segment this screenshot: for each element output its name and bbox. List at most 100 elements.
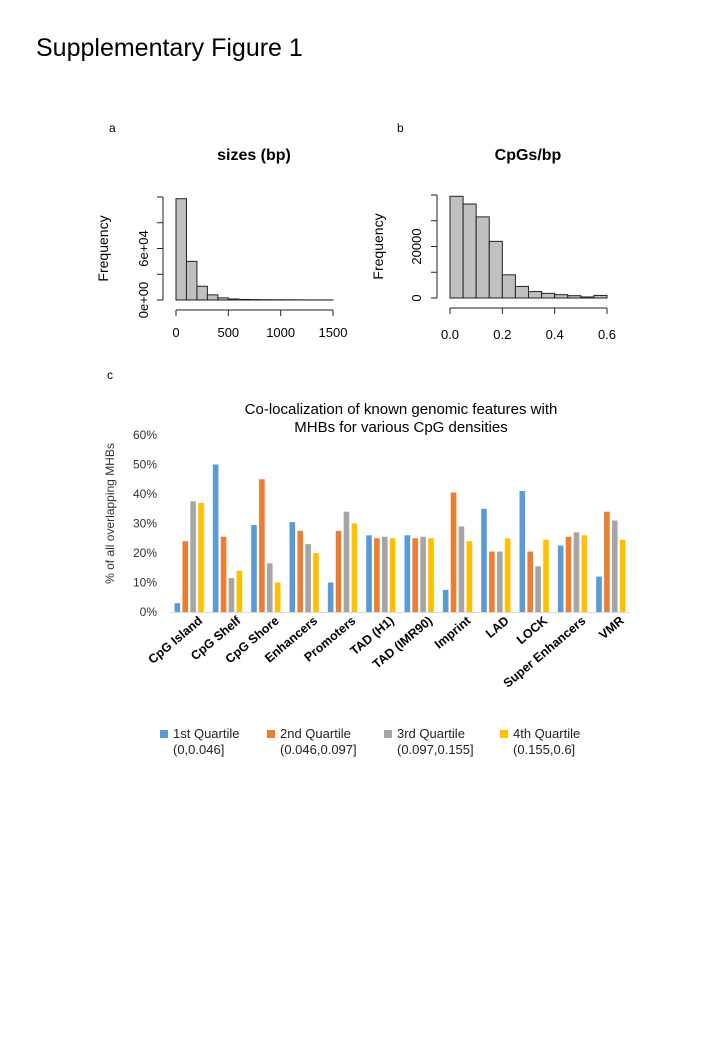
chart-c-bar <box>266 563 273 612</box>
chart-c-bar <box>236 570 243 612</box>
chart-a-title: sizes (bp) <box>217 147 291 164</box>
chart-c-bar <box>619 539 626 612</box>
chart-c-bar <box>182 541 189 612</box>
chart-c-bar <box>251 524 257 612</box>
legend-series-range: (0.097,0.155] <box>397 742 474 757</box>
chart-b-y-label: Frequency <box>370 213 386 279</box>
chart-b-title: CpGs/bp <box>495 147 562 164</box>
chart-b-bar <box>501 274 516 299</box>
chart-c-y-tick-label: 0% <box>140 605 158 619</box>
chart-b-bar <box>488 240 503 299</box>
chart-c-bar <box>450 492 457 612</box>
chart-a-bar <box>217 297 229 301</box>
legend-swatch <box>384 730 392 738</box>
chart-a-y-tick-label: 6e+04 <box>136 230 151 267</box>
chart-c-bar <box>389 538 396 612</box>
chart-b-x-tick-label: 0.6 <box>598 327 616 342</box>
chart-c-title-line: Co-localization of known genomic feature… <box>245 401 558 418</box>
chart-c-y-tick-label: 40% <box>133 487 157 501</box>
chart-a-bar <box>238 298 250 301</box>
chart-c-bar <box>313 553 319 612</box>
chart-b-x-tick-label: 0.2 <box>493 327 511 342</box>
chart-b-bar <box>580 296 595 299</box>
chart-c-bar <box>481 508 487 612</box>
chart-c-bar <box>327 582 334 612</box>
chart-c-bar <box>611 520 618 612</box>
chart-c-bar <box>366 535 372 612</box>
chart-c-bar <box>565 536 572 612</box>
chart-c-bar <box>212 464 219 612</box>
chart-c-bar <box>543 539 549 612</box>
chart-a-bar <box>196 285 208 301</box>
chart-a-bar <box>175 198 187 301</box>
legend-swatch <box>267 730 275 738</box>
chart-a-y-label: Frequency <box>95 215 111 281</box>
chart-b-bar <box>449 195 464 299</box>
chart-c-bar <box>381 536 388 612</box>
chart-b-bar <box>541 292 556 299</box>
chart-a-bar <box>206 294 219 301</box>
chart-c-bar <box>220 536 227 612</box>
legend-series-range: (0.046,0.097] <box>280 742 357 757</box>
chart-c-bar <box>604 511 610 612</box>
chart-c-y-tick-label: 60% <box>133 428 157 442</box>
chart-c-y-tick-label: 30% <box>133 517 157 531</box>
chart-c-bar <box>527 551 534 612</box>
chart-c-bar <box>228 578 235 612</box>
chart-c-bar <box>404 535 411 612</box>
chart-c-legend: 1st Quartile (0,0.046] 2nd Quartile (0.046,… <box>160 726 620 766</box>
chart-c-y-tick-label: 20% <box>133 546 157 560</box>
panel-label-a: a <box>109 121 116 135</box>
chart-c-bar <box>305 544 311 612</box>
chart-c-bar <box>297 530 304 612</box>
chart-c-bar <box>596 576 602 612</box>
chart-c-bar <box>535 566 541 612</box>
chart-b-y-tick-label: 0 <box>409 294 424 301</box>
chart-c-y-tick-label: 50% <box>133 458 157 472</box>
chart-c-bar <box>420 536 426 612</box>
chart-b-bar <box>593 294 608 299</box>
legend-series-range: (0,0.046] <box>173 742 225 757</box>
chart-c-bar <box>496 551 503 612</box>
chart-b-bar <box>475 216 490 299</box>
chart-c-category-label: LAD <box>483 614 512 641</box>
chart-c-bar <box>466 541 473 612</box>
chart-a-x-tick-label: 1500 <box>319 325 348 340</box>
chart-a-x-tick-label: 0 <box>172 325 179 340</box>
panel-label-c: c <box>107 368 113 382</box>
legend-series-name: 1st Quartile <box>173 726 240 741</box>
chart-b-x-tick-label: 0.0 <box>441 327 459 342</box>
chart-c-bar <box>351 523 358 612</box>
chart-c-bar <box>412 538 419 612</box>
chart-a-x-tick-label: 500 <box>217 325 239 340</box>
chart-c-bar <box>374 538 380 612</box>
chart-c-bar <box>198 502 204 612</box>
chart-c-bar <box>489 551 495 612</box>
chart-a-bar <box>227 298 240 301</box>
chart-b-bar <box>567 295 582 299</box>
chart-a-bar <box>185 260 198 301</box>
chart-b-bar <box>462 203 477 299</box>
chart-c-bar <box>504 538 511 612</box>
chart-c-y-tick-label: 10% <box>133 576 157 590</box>
chart-c-bar <box>442 589 449 612</box>
chart-a-x-tick-label: 1000 <box>266 325 295 340</box>
legend-series-range: (0.155,0.6] <box>513 742 576 757</box>
legend-swatch <box>500 730 508 738</box>
chart-c-category-label: Imprint <box>432 613 474 651</box>
legend-swatch <box>160 730 168 738</box>
chart-c-bar <box>174 603 181 612</box>
chart-c-bar <box>519 491 526 612</box>
legend-series-name: 4th Quartile <box>513 726 581 741</box>
chart-b-bar <box>528 291 543 299</box>
page-title: Supplementary Figure 1 <box>36 34 303 62</box>
chart-c-bar <box>428 538 434 612</box>
chart-a-y-tick-label: 0e+00 <box>136 282 151 319</box>
chart-c-bar <box>343 511 350 612</box>
chart-b-bar <box>554 294 569 299</box>
chart-c-bar <box>458 526 465 612</box>
chart-c-bar <box>289 522 296 612</box>
panel-label-b: b <box>397 121 404 135</box>
chart-c-bar <box>190 501 196 612</box>
